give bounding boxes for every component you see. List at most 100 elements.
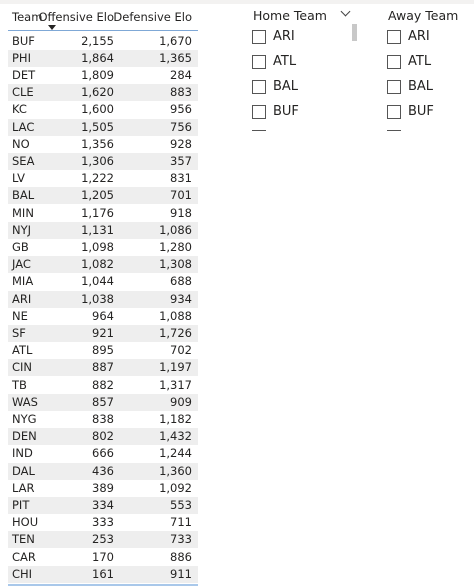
table-row: DAL 436 1,360 [8,462,198,480]
checkbox[interactable] [252,55,266,69]
table-row: MIN 1,176 918 [8,204,198,222]
table-cell: 886 [170,549,192,564]
table-row: PIT 334 553 [8,496,198,515]
table-cell: 956 [170,102,192,117]
table-cell: 334 [92,497,114,512]
slicer-item[interactable]: ATL [408,54,432,69]
table-cell: LAC [12,119,35,134]
table-cell: NYJ [12,222,32,237]
slicer-item[interactable]: ATL [273,54,297,69]
table-cell: TB [12,377,27,392]
table-row: DEN 802 1,432 [8,428,198,446]
table-row: BAL 1,205 701 [8,187,198,205]
table-cell: 909 [170,394,192,409]
checkbox[interactable] [387,80,401,94]
table-row: CAR 170 886 [8,548,198,566]
table-cell: 1,726 [159,325,192,340]
table-cell: 934 [170,291,192,306]
table-cell: 170 [92,549,114,564]
table-cell: HOU [12,515,39,530]
table-cell: 1,205 [81,188,114,203]
table-row: NE 964 1,088 [8,307,198,325]
table-row: DET 1,809 284 [8,66,198,85]
table-cell: BUF [12,33,35,48]
table-row: MIA 1,044 688 [8,273,198,291]
slicer-title: Home Team [253,8,327,23]
table-cell: 838 [92,411,114,426]
table-row: ARI 1,038 934 [8,290,198,308]
checkbox[interactable] [252,80,266,94]
table-cell: 1,317 [159,377,192,392]
table-cell: 1,280 [159,239,192,254]
table-row: ATL 895 702 [8,342,198,360]
table-cell: DEN [12,429,37,444]
table-cell: 2,155 [81,33,114,48]
table-row: TEN 253 733 [8,531,198,549]
table-cell: 553 [170,497,192,512]
table-cell: KC [12,102,27,117]
table-cell: DAL [12,463,35,478]
table-cell: 1,432 [159,429,192,444]
table-cell: 1,131 [81,222,114,237]
slicer-item[interactable]: BAL [408,79,434,94]
table-cell: CHI [12,566,33,581]
table-cell: 1,360 [159,463,192,478]
table-cell: LAR [12,480,35,495]
table-cell: SEA [12,153,35,168]
table-cell: 756 [170,119,192,134]
table-cell: CIN [12,360,33,375]
checkbox[interactable] [252,105,266,119]
table-cell: 711 [170,515,192,530]
header-divider [8,30,198,31]
slicer-title: Away Team [388,8,459,23]
table-cell: 436 [92,463,114,478]
table-cell: 666 [92,446,114,461]
column-header[interactable]: Defensive Elo [113,10,192,24]
checkbox[interactable] [252,30,266,44]
column-header[interactable]: Team [12,10,43,24]
table-row: CIN 887 1,197 [8,359,198,377]
slicer-item[interactable]: ARI [408,29,430,44]
table-cell: 918 [170,205,192,220]
slicer-item[interactable]: BAL [273,79,299,94]
table-row: LAC 1,505 756 [8,118,198,136]
table-cell: IND [12,446,33,461]
table-cell: WAS [12,394,38,409]
table-cell: 1,088 [159,308,192,323]
table-cell: 1,600 [81,102,114,117]
table-cell: GB [12,239,29,254]
table-row: CHI 161 911 [8,565,198,583]
slicer-item[interactable]: ARI [273,29,295,44]
checkbox[interactable] [387,105,401,119]
table-cell: NYG [12,411,37,426]
table-row: NYJ 1,131 1,086 [8,221,198,239]
table-row: NYG 838 1,182 [8,410,198,429]
table-cell: 1,356 [81,136,114,151]
table-cell: 389 [92,480,114,495]
table-cell: 1,505 [81,119,114,134]
slicer-item[interactable]: BUF [408,104,434,119]
table-row: IND 666 1,244 [8,445,198,463]
table-row: SEA 1,306 357 [8,152,198,171]
table-cell: 921 [92,325,114,340]
checkbox[interactable] [387,55,401,69]
table-cell: PHI [12,50,31,65]
table-cell: 688 [170,274,192,289]
table-cell: 964 [92,308,114,323]
table-cell: ATL [12,343,33,358]
checkbox[interactable] [387,30,401,44]
table-cell: TEN [12,532,35,547]
table-cell: 1,809 [81,67,114,82]
slicer-item[interactable]: BUF [273,104,299,119]
table-row: GB 1,098 1,280 [8,238,198,257]
table-cell: 882 [92,377,114,392]
table-cell: 701 [170,188,192,203]
table-cell: MIN [12,205,34,220]
table-cell: 333 [92,515,114,530]
column-header[interactable]: Offensive Elo [38,10,114,24]
dropdown-chevron[interactable] [340,6,351,17]
table-cell: 1,308 [159,257,192,272]
table-cell: DET [12,67,36,82]
table-row: PHI 1,864 1,365 [8,49,198,67]
